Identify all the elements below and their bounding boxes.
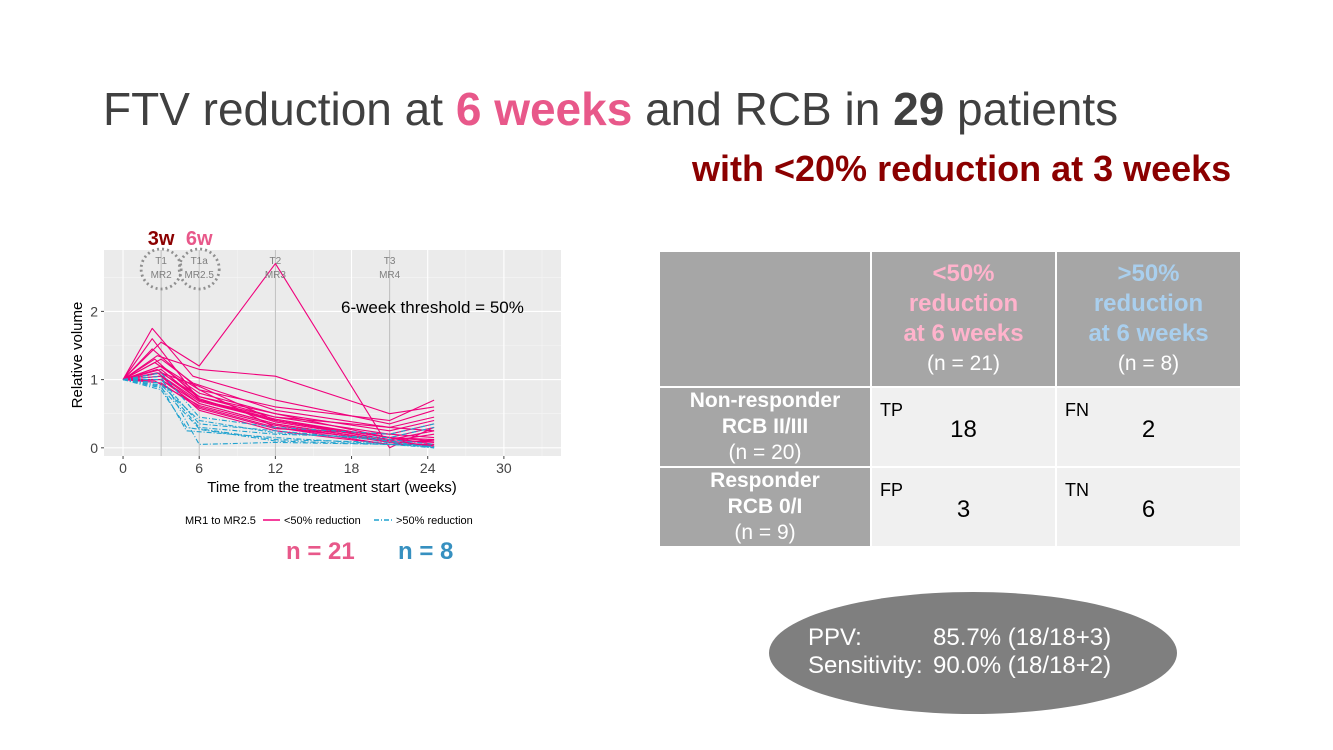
series-blue: [123, 379, 435, 449]
row-header-non-responder: Non-responder RCB II/III (n = 20): [658, 386, 872, 468]
mr-label: MR4: [379, 270, 401, 281]
cell-fp-label: FP: [880, 480, 904, 500]
timepoint-circle: [177, 247, 221, 291]
x-tick-label: 12: [268, 460, 284, 476]
mr-label: MR2.5: [184, 270, 214, 281]
row-header-responder: Responder RCB 0/I (n = 9): [658, 466, 872, 548]
x-tick-label: 6: [195, 460, 203, 476]
cell-fp-value: 3: [956, 496, 971, 523]
legend-pink-label: <50% reduction: [284, 515, 361, 527]
title-highlight-weeks: 6 weeks: [455, 83, 633, 135]
timepoint-label: T1: [155, 256, 167, 267]
x-tick-label: 24: [420, 460, 436, 476]
title-part3: patients: [944, 83, 1119, 135]
header-lt50: <50% reduction at 6 weeks (n = 21): [870, 250, 1057, 388]
mr-label: MR2: [151, 270, 173, 281]
series-blue: [122, 379, 435, 445]
series-blue: [122, 379, 435, 439]
series-pink: [122, 355, 435, 415]
timepoint-circle: [139, 247, 183, 291]
y-axis-label: Relative volume: [69, 302, 86, 409]
threshold-label: 6-week threshold = 50%: [341, 298, 524, 317]
timepoint-label: T1a: [191, 256, 209, 267]
series-blue-group: [122, 372, 435, 449]
cell-fn-value: 2: [1141, 416, 1156, 443]
plot-panel: [104, 250, 561, 456]
label-6w: 6w: [186, 228, 213, 250]
timepoint-label: T2: [270, 256, 282, 267]
cell-fp: FP 3: [870, 466, 1057, 548]
x-tick-label: 0: [119, 460, 127, 476]
series-pink: [122, 368, 435, 441]
series-pink: [122, 327, 435, 425]
series-pink: [122, 348, 435, 422]
series-blue: [122, 379, 435, 449]
header-gt50: >50% reduction at 6 weeks (n = 8): [1055, 250, 1242, 388]
title-part1: FTV reduction at: [103, 83, 456, 135]
series-blue: [122, 372, 435, 435]
ppv-value: 85.7% (18/18+3): [933, 624, 1112, 651]
mr-label: MR3: [265, 270, 287, 281]
y-tick-label: 0: [90, 440, 98, 456]
cell-fn: FN 2: [1055, 386, 1242, 468]
legend: MR1 to MR2.5 <50% reduction >50% reducti…: [185, 515, 473, 527]
table-corner: [658, 250, 872, 388]
pink-count: n = 21: [286, 538, 355, 565]
legend-title: MR1 to MR2.5: [185, 515, 256, 527]
sensitivity-value: 90.0% (18/18+2): [933, 652, 1112, 679]
sensitivity-label: Sensitivity:: [808, 652, 923, 679]
x-tick-label: 30: [496, 460, 512, 476]
cell-tp-value: 18: [950, 416, 977, 443]
cell-tn: TN 6: [1055, 466, 1242, 548]
y-tick-label: 1: [90, 372, 98, 388]
timepoint-label: T3: [384, 256, 396, 267]
label-3w: 3w: [148, 228, 175, 250]
legend-blue-label: >50% reduction: [396, 515, 473, 527]
x-axis-label: Time from the treatment start (weeks): [207, 479, 457, 496]
series-blue: [122, 379, 435, 449]
blue-count: n = 8: [398, 538, 454, 565]
title-highlight-count: 29: [893, 83, 945, 135]
cell-tn-label: TN: [1065, 480, 1089, 500]
metrics-ellipse: [769, 592, 1177, 714]
cell-tp: TP 18: [870, 386, 1057, 468]
cell-fn-label: FN: [1065, 400, 1089, 420]
series-blue: [122, 375, 435, 448]
y-tick-label: 2: [90, 303, 98, 319]
marker-lines: [160, 250, 391, 456]
x-tick-label: 18: [344, 460, 360, 476]
title-part2: and RCB in: [632, 83, 894, 135]
series-pink: [122, 368, 435, 439]
marker-labels: T1 MR2 3w T1a MR2.5 6w T2 MR3 T3 MR4: [139, 228, 401, 291]
ppv-label: PPV:: [808, 624, 862, 651]
page-subtitle: with <20% reduction at 3 weeks: [692, 148, 1232, 189]
sensitivity-metric: Sensitivity: 90.0% (18/18+2): [808, 652, 1111, 680]
confusion-table: <50% reduction at 6 weeks (n = 21) >50% …: [658, 250, 1242, 548]
page-title: FTV reduction at 6 weeks and RCB in 29 p…: [103, 82, 1118, 136]
series-pink: [122, 338, 435, 432]
ppv-metric: PPV: 85.7% (18/18+3): [808, 624, 1111, 652]
cell-tn-value: 6: [1141, 496, 1156, 523]
cell-tp-label: TP: [880, 400, 904, 420]
